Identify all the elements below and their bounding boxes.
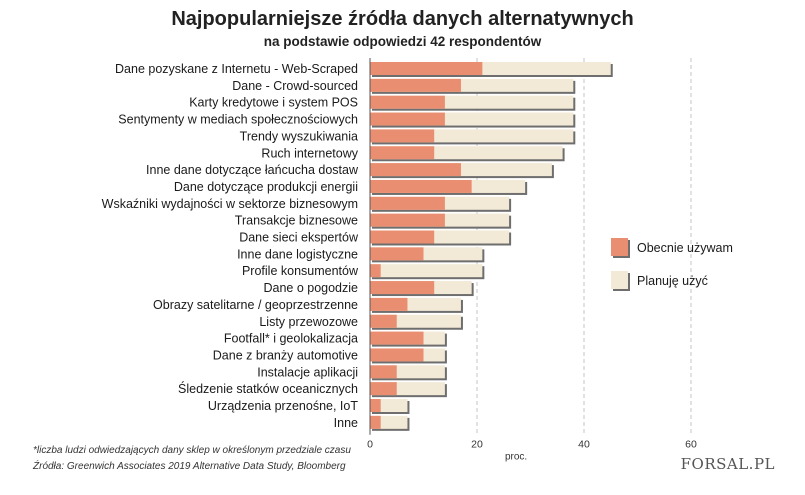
category-label: Listy przewozowe	[259, 315, 358, 329]
bar-current	[370, 331, 424, 345]
x-tick-label: 60	[685, 439, 697, 451]
bar-current	[370, 281, 435, 295]
bar-current	[370, 230, 435, 244]
category-label: Dane sieci ekspertów	[239, 231, 359, 245]
category-label: Ruch internetowy	[261, 146, 358, 160]
brand-logo: FORSAL.PL	[680, 455, 775, 473]
source-note: Źródła: Greenwich Associates 2019 Altern…	[33, 461, 346, 472]
legend-swatch-current	[611, 238, 628, 256]
category-label: Urządzenia przenośne, IoT	[208, 399, 358, 413]
bar-current	[370, 163, 461, 177]
category-label: Profile konsumentów	[242, 264, 359, 278]
bar-current	[370, 247, 424, 261]
category-label: Dane o pogodzie	[263, 281, 358, 295]
category-label: Śledzenie statków oceanicznych	[178, 381, 358, 396]
category-label: Wskaźniki wydajności w sektorze biznesow…	[102, 197, 358, 211]
category-label: Inne	[334, 416, 358, 430]
category-label: Sentymenty w mediach społecznościowych	[118, 113, 358, 127]
bar-current	[370, 62, 483, 75]
category-label: Obrazy satelitarne / geoprzestrzenne	[153, 298, 358, 312]
category-label: Instalacje aplikacji	[257, 365, 358, 379]
bar-current	[370, 399, 381, 412]
category-label: Trendy wyszukiwania	[240, 129, 358, 143]
category-label: Dane dotyczące produkcji energii	[174, 180, 358, 194]
chart-subtitle: na podstawie odpowiedzi 42 respondentów	[263, 34, 542, 49]
x-tick-label: 20	[471, 439, 483, 451]
category-label: Inne dane logistyczne	[237, 247, 358, 261]
category-label: Footfall* i geolokalizacja	[224, 332, 358, 346]
x-tick-label: 0	[367, 439, 373, 451]
bar-current	[370, 213, 445, 227]
bar-current	[370, 415, 381, 429]
category-label: Inne dane dotyczące łańcucha dostaw	[146, 163, 359, 177]
bar-current	[370, 365, 397, 379]
x-axis-label: proc.	[505, 452, 527, 463]
bar-current	[370, 78, 461, 92]
bar-current	[370, 264, 381, 278]
chart-title: Najpopularniejsze źródła danych alternat…	[171, 8, 634, 30]
x-tick-label: 40	[578, 439, 590, 451]
bar-current	[370, 95, 445, 109]
category-label: Dane - Crowd-sourced	[232, 79, 358, 93]
bar-current	[370, 196, 445, 210]
legend-swatch-planned	[611, 271, 628, 289]
bar-current	[370, 129, 435, 143]
bar-current	[370, 179, 472, 193]
bar-current	[370, 112, 445, 126]
category-label: Dane z branży automotive	[213, 348, 358, 362]
category-label: Transakcje biznesowe	[235, 214, 358, 228]
legend-label: Obecnie używam	[637, 241, 733, 255]
bar-current	[370, 348, 424, 362]
bar-current	[370, 314, 397, 328]
bar-current	[370, 382, 397, 396]
bar-current	[370, 297, 408, 311]
footnote: *liczba ludzi odwiedzających dany sklep …	[33, 445, 351, 456]
category-label: Dane pozyskane z Internetu - Web-Scraped	[115, 62, 358, 76]
bar-planned	[370, 264, 483, 278]
bar-current	[370, 146, 435, 160]
legend-label: Planuję użyć	[637, 274, 708, 288]
category-label: Karty kredytowe i system POS	[189, 96, 358, 110]
